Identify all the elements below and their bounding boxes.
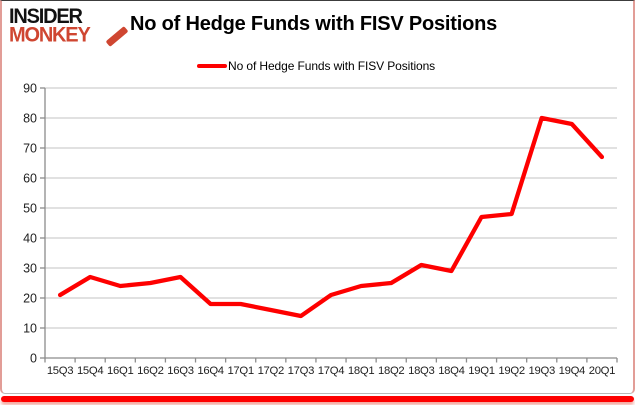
svg-text:20: 20: [23, 292, 37, 306]
svg-text:17Q1: 17Q1: [227, 365, 253, 377]
svg-text:20Q1: 20Q1: [589, 365, 615, 377]
brand-line-1: INSIDER: [9, 4, 83, 29]
legend-line-marker: [197, 64, 227, 68]
legend: No of Hedge Funds with FISV Positions: [197, 58, 435, 74]
svg-text:40: 40: [23, 232, 37, 246]
brand-logo: INSIDER MONKEY: [9, 4, 127, 48]
svg-text:16Q3: 16Q3: [167, 365, 193, 377]
svg-text:30: 30: [23, 262, 37, 276]
svg-text:50: 50: [23, 202, 37, 216]
svg-text:18Q3: 18Q3: [408, 365, 434, 377]
legend-label: No of Hedge Funds with FISV Positions: [228, 59, 436, 73]
svg-text:16Q1: 16Q1: [107, 365, 133, 377]
svg-text:19Q4: 19Q4: [559, 365, 585, 377]
svg-text:19Q1: 19Q1: [468, 365, 494, 377]
svg-text:18Q2: 18Q2: [378, 365, 404, 377]
svg-text:10: 10: [23, 322, 37, 336]
svg-text:15Q3: 15Q3: [47, 365, 73, 377]
svg-text:18Q4: 18Q4: [438, 365, 464, 377]
svg-text:80: 80: [23, 112, 37, 126]
svg-text:17Q3: 17Q3: [288, 365, 314, 377]
svg-text:0: 0: [30, 352, 37, 366]
svg-text:16Q4: 16Q4: [197, 365, 223, 377]
bottom-accent-bar: [1, 396, 634, 402]
svg-text:90: 90: [23, 82, 37, 96]
svg-text:17Q4: 17Q4: [318, 365, 344, 377]
svg-text:15Q4: 15Q4: [77, 365, 103, 377]
svg-text:18Q1: 18Q1: [348, 365, 374, 377]
svg-text:70: 70: [23, 142, 37, 156]
svg-text:19Q3: 19Q3: [529, 365, 555, 377]
svg-text:17Q2: 17Q2: [258, 365, 284, 377]
brand-line-2: MONKEY: [9, 24, 91, 48]
svg-text:60: 60: [23, 172, 37, 186]
chart-title: No of Hedge Funds with FISV Positions: [130, 13, 498, 35]
svg-text:19Q2: 19Q2: [498, 365, 524, 377]
svg-text:16Q2: 16Q2: [137, 365, 163, 377]
